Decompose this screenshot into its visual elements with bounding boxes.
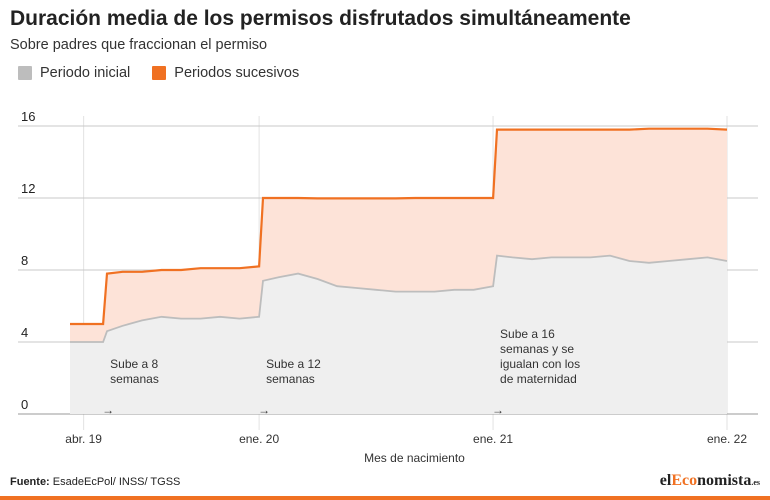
legend-item-successive: Periodos sucesivos <box>152 65 299 81</box>
x-tick-label-0: abr. 19 <box>65 432 102 446</box>
source-text: EsadeEcPol/ INSS/ TGSS <box>52 476 181 488</box>
chart-subtitle: Sobre padres que fraccionan el permiso <box>10 37 268 53</box>
chart-title: Duración media de los permisos disfrutad… <box>10 7 631 30</box>
y-tick-label-0: 0 <box>21 397 28 412</box>
logo-accent: Eco <box>671 472 698 489</box>
logo-suffix: nomista <box>697 472 752 489</box>
line-successive <box>70 127 728 326</box>
x-tick-label-1: ene. 20 <box>239 432 279 446</box>
bottom-accent-bar <box>0 496 770 500</box>
annotation-2-line-0: Sube a 16 <box>500 327 555 341</box>
legend-swatch-successive <box>152 66 167 80</box>
annotation-arrow-2: → <box>492 403 504 417</box>
annotation-1-line-0: Sube a 12 <box>266 357 321 371</box>
source-note: Fuente: EsadeEcPol/ INSS/ TGSS <box>10 476 180 488</box>
y-tick-label-1: 4 <box>21 325 28 340</box>
y-tick-label-4: 16 <box>21 109 35 124</box>
legend-swatch-initial <box>18 66 32 80</box>
annotation-2-line-1: semanas y se <box>500 342 574 356</box>
annotation-arrow-0: → <box>102 403 114 417</box>
annotation-0-line-0: Sube a 8 <box>110 357 158 371</box>
legend-item-initial: Periodo inicial <box>18 65 130 81</box>
annotation-1-line-1: semanas <box>266 372 315 386</box>
line-initial <box>70 254 728 343</box>
x-axis-title: Mes de nacimiento <box>364 451 465 465</box>
logo-tld: .es <box>751 478 760 487</box>
x-tick-label-3: ene. 22 <box>707 432 747 446</box>
x-tick-label-2: ene. 21 <box>473 432 513 446</box>
legend-label-initial: Periodo inicial <box>40 65 131 81</box>
source-label: Fuente: <box>10 476 50 488</box>
area-successive <box>70 128 727 342</box>
area-initial <box>70 255 727 414</box>
annotation-0-line-1: semanas <box>110 372 159 386</box>
annotation-2-line-3: de maternidad <box>500 372 577 386</box>
legend: Periodo inicial Periodos sucesivos <box>18 65 321 81</box>
y-tick-label-3: 12 <box>21 181 35 196</box>
logo-prefix: el <box>659 472 672 489</box>
brand-logo: elEconomista.es <box>660 472 760 490</box>
y-tick-label-2: 8 <box>21 253 28 268</box>
annotation-arrow-1: → <box>258 403 270 417</box>
legend-label-successive: Periodos sucesivos <box>174 65 300 81</box>
annotation-2-line-2: igualan con los <box>500 357 580 371</box>
